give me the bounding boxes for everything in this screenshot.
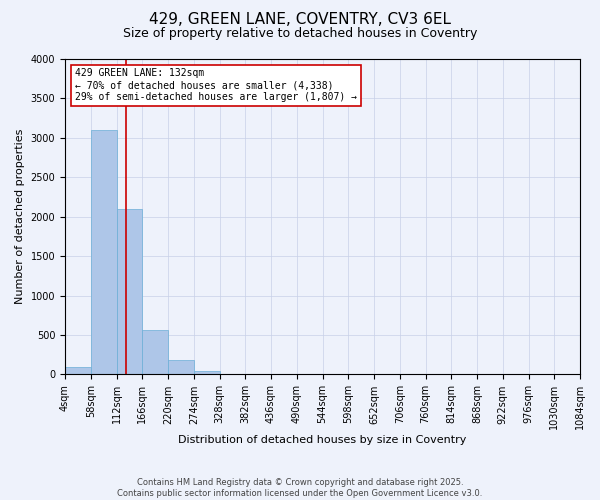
Text: Size of property relative to detached houses in Coventry: Size of property relative to detached ho… [123, 28, 477, 40]
Y-axis label: Number of detached properties: Number of detached properties [15, 129, 25, 304]
Text: 429, GREEN LANE, COVENTRY, CV3 6EL: 429, GREEN LANE, COVENTRY, CV3 6EL [149, 12, 451, 28]
Bar [91, 130, 116, 374]
Bar [168, 360, 194, 374]
Text: 429 GREEN LANE: 132sqm
← 70% of detached houses are smaller (4,338)
29% of semi-: 429 GREEN LANE: 132sqm ← 70% of detached… [76, 68, 358, 102]
Bar [65, 366, 91, 374]
Bar [194, 370, 220, 374]
Bar [142, 330, 168, 374]
X-axis label: Distribution of detached houses by size in Coventry: Distribution of detached houses by size … [178, 435, 467, 445]
Text: Contains HM Land Registry data © Crown copyright and database right 2025.
Contai: Contains HM Land Registry data © Crown c… [118, 478, 482, 498]
Bar [116, 209, 142, 374]
